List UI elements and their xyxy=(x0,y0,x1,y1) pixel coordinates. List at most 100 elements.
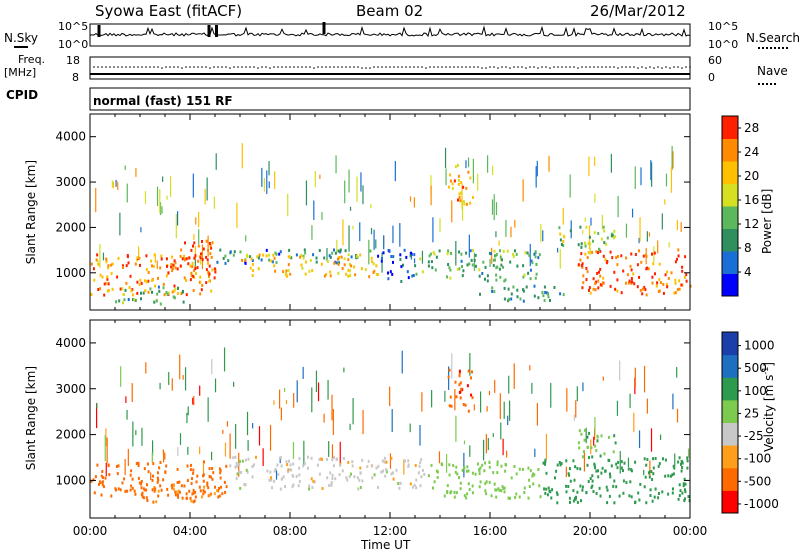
data-cell xyxy=(399,253,402,257)
data-cell xyxy=(467,482,470,486)
streak-cell xyxy=(559,249,561,269)
data-cell xyxy=(287,470,289,473)
streak-cell xyxy=(348,225,350,252)
data-cell xyxy=(462,185,465,189)
data-cell xyxy=(137,476,140,480)
data-cell xyxy=(622,479,625,483)
data-cell xyxy=(470,376,472,380)
nave-point xyxy=(481,67,483,69)
data-cell xyxy=(356,476,359,480)
data-cell xyxy=(357,487,360,491)
data-cell xyxy=(373,269,376,273)
data-cell xyxy=(152,474,154,478)
data-cell xyxy=(172,295,175,299)
streak-cell xyxy=(444,390,446,402)
data-cell xyxy=(479,292,481,296)
nave-point xyxy=(193,66,195,68)
data-cell xyxy=(684,497,686,501)
data-cell xyxy=(612,450,615,454)
data-cell xyxy=(101,470,104,473)
data-cell xyxy=(685,273,688,277)
data-cell xyxy=(594,288,597,292)
data-cell xyxy=(473,258,476,262)
streak-cell xyxy=(223,347,226,372)
data-cell xyxy=(234,455,237,459)
data-cell xyxy=(638,249,640,253)
data-cell xyxy=(466,492,469,496)
data-cell xyxy=(262,253,265,257)
data-cell xyxy=(458,383,461,387)
data-cell xyxy=(545,471,548,475)
nsky-label: N.Sky xyxy=(4,31,39,45)
streak-cell xyxy=(161,206,163,214)
data-cell xyxy=(645,267,648,271)
streak-cell xyxy=(536,161,538,177)
data-cell xyxy=(467,469,470,473)
streak-cell xyxy=(486,406,488,412)
data-cell xyxy=(458,192,461,196)
data-cell xyxy=(633,282,636,286)
data-cell xyxy=(160,254,163,258)
data-cell xyxy=(182,300,185,304)
streak-cell xyxy=(627,457,630,468)
y-tick-label: 1000 xyxy=(55,266,86,280)
y-tick-label: 1000 xyxy=(55,473,86,487)
data-cell xyxy=(139,263,141,267)
data-cell xyxy=(446,484,449,488)
data-cell xyxy=(382,251,385,255)
data-cell xyxy=(232,456,235,460)
streak-cell xyxy=(159,382,161,390)
data-cell xyxy=(202,479,205,483)
data-cell xyxy=(145,280,148,284)
data-cell xyxy=(354,273,357,277)
data-cell xyxy=(597,286,600,290)
streak-cell xyxy=(444,147,447,169)
data-cell xyxy=(116,275,119,279)
streak-cell xyxy=(625,223,628,238)
nave-point xyxy=(581,66,583,68)
data-cell xyxy=(674,281,677,285)
data-cell xyxy=(580,432,583,436)
nsky-legend-line xyxy=(14,46,28,48)
data-cell xyxy=(337,249,340,253)
streak-cell xyxy=(648,232,651,237)
data-cell xyxy=(310,456,313,460)
data-cell xyxy=(211,241,214,245)
data-cell xyxy=(212,471,215,475)
data-cell xyxy=(627,281,630,285)
data-cell xyxy=(579,225,582,229)
streak-cell xyxy=(492,165,494,175)
data-cell xyxy=(499,255,502,259)
nave-point xyxy=(149,66,151,68)
data-cell xyxy=(620,466,623,470)
data-cell xyxy=(609,472,611,476)
streak-cell xyxy=(646,231,648,242)
streak-cell xyxy=(126,183,128,203)
streak-cell xyxy=(348,169,350,193)
data-cell xyxy=(446,275,449,279)
streak-cell xyxy=(126,409,128,420)
data-cell xyxy=(308,269,311,273)
data-cell xyxy=(527,271,530,275)
data-cell xyxy=(662,291,665,295)
data-cell xyxy=(597,232,600,235)
data-cell xyxy=(258,253,261,257)
streak-cell xyxy=(589,247,591,256)
streak-cell xyxy=(585,427,587,444)
data-cell xyxy=(539,495,542,499)
streak-cell xyxy=(162,449,164,454)
data-cell xyxy=(133,298,136,302)
data-cell xyxy=(174,493,177,497)
data-cell xyxy=(427,264,430,268)
streak-cell xyxy=(210,451,213,461)
data-cell xyxy=(526,251,529,255)
data-cell xyxy=(514,249,516,253)
data-cell xyxy=(436,470,439,474)
data-cell xyxy=(453,490,456,494)
data-cell xyxy=(285,269,288,273)
data-cell xyxy=(640,260,643,264)
data-cell xyxy=(577,263,580,267)
data-cell xyxy=(167,493,170,497)
data-cell xyxy=(301,266,304,270)
data-cell xyxy=(678,287,681,291)
